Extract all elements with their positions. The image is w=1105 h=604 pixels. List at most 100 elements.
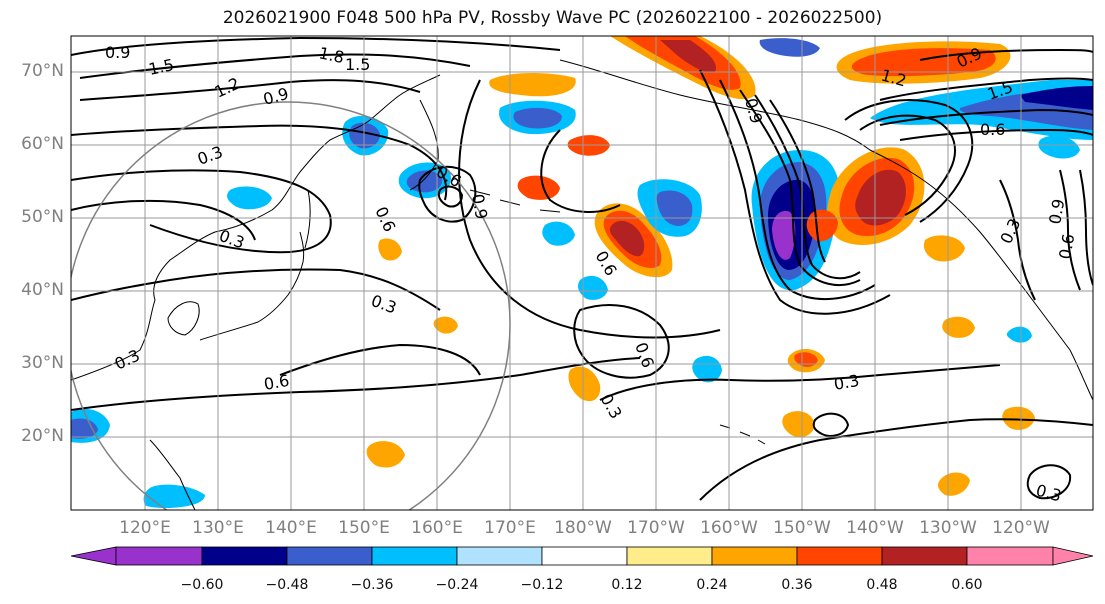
positive-anomaly: [1002, 406, 1035, 430]
positive-anomaly: [625, 36, 741, 90]
pv-contour: [1079, 169, 1093, 286]
contour-label: 0.3: [369, 291, 399, 318]
lat-label-30n: 30°N: [21, 353, 64, 373]
colorbar-tick-label: 0.60: [951, 577, 983, 593]
contour-label: 0.3: [996, 216, 1024, 247]
lat-label-60n: 60°N: [21, 134, 64, 154]
pv-contour: [1026, 464, 1072, 500]
sakhalin-coastline: [304, 189, 311, 249]
lon-label-120w: 120°W: [992, 518, 1050, 538]
contour-label: 0.9: [1045, 197, 1068, 225]
contour-label: 0.3: [832, 371, 860, 394]
contour-label: 0.6: [1055, 232, 1078, 260]
contour-label: 0.6: [371, 204, 399, 235]
pv-contour: [71, 36, 561, 56]
focus-circle: [71, 101, 511, 510]
contour-label: 0.3: [1034, 481, 1064, 506]
pv-contour: [71, 268, 441, 311]
positive-anomaly: [378, 238, 402, 261]
contour-label: 0.3: [217, 226, 247, 253]
colorbar-tick-label: 0.24: [696, 577, 728, 593]
colorbar-tick-label: 0.36: [781, 577, 813, 593]
positive-anomaly: [660, 40, 716, 73]
lon-label-170e: 170°E: [484, 518, 536, 538]
colorbar-tick-label: 0.48: [866, 577, 898, 593]
pv-contour: [599, 364, 1001, 401]
negative-anomaly: [1006, 326, 1032, 343]
pv-contour: [418, 165, 477, 223]
positive-anomaly: [568, 366, 601, 402]
pv-contour: [79, 53, 471, 79]
contour-label: 0.6: [631, 340, 658, 370]
lon-label-130w: 130°W: [919, 518, 977, 538]
positive-anomaly: [806, 209, 838, 242]
colorbar-segment: [456, 546, 543, 566]
colorbar-segment: [626, 546, 713, 566]
positive-anomaly: [942, 316, 975, 338]
positive-anomaly: [782, 411, 815, 438]
contour-label: 1.8: [317, 43, 346, 67]
colorbar-segment: [201, 546, 288, 566]
pv-contours: [71, 36, 1093, 501]
lat-label-50n: 50°N: [21, 207, 64, 227]
negative-anomaly: [227, 186, 272, 210]
map-frame: [70, 35, 1094, 511]
pv-contour: [719, 79, 876, 301]
pv-contour: [899, 128, 1093, 141]
pv-contour: [879, 77, 1093, 101]
colorbar-low-extend: [70, 546, 117, 566]
contour-label: 0.9: [741, 96, 766, 126]
positive-anomaly: [489, 73, 576, 97]
lon-label-180w: 180°W: [554, 518, 612, 538]
colorbar-segment: [541, 546, 628, 566]
pv-contour: [71, 199, 256, 241]
graticule: [71, 36, 1093, 510]
contour-label: 0.3: [195, 142, 225, 169]
colorbar-segment: [711, 546, 798, 566]
pv-contour: [754, 94, 861, 280]
pv-contour: [71, 169, 332, 254]
lon-label-120e: 120°E: [119, 518, 171, 538]
lon-label-170w: 170°W: [627, 518, 685, 538]
pv-contour: [573, 304, 670, 379]
pv-contour: [279, 343, 481, 376]
colorbar-segment: [286, 546, 373, 566]
colorbar-segment: [881, 546, 968, 566]
pv-contour: [879, 108, 1093, 126]
negative-anomaly: [692, 355, 722, 383]
pv-contour: [71, 357, 641, 411]
negative-anomaly: [143, 484, 205, 508]
colorbar-tick-label: −0.36: [350, 577, 394, 593]
colorbar-segment: [115, 546, 203, 566]
lon-label-140w: 140°W: [846, 518, 904, 538]
negative-anomaly: [349, 122, 380, 149]
negative-anomaly: [1020, 86, 1093, 110]
positive-anomaly: [366, 441, 405, 468]
lon-label-150w: 150°W: [773, 518, 831, 538]
positive-anomaly: [433, 316, 458, 334]
pv-contour: [71, 124, 448, 201]
colorbar-tick-label: −0.48: [265, 577, 309, 593]
lat-label-70n: 70°N: [21, 61, 64, 81]
korea-coastline: [167, 301, 200, 336]
lat-label-40n: 40°N: [21, 280, 64, 300]
asia-coastline: [71, 74, 441, 381]
pv-contour: [999, 179, 1036, 301]
pv-contour: [699, 69, 891, 315]
colorbar-segment: [371, 546, 458, 566]
contour-label: 0.3: [112, 346, 143, 374]
pv-contour: [919, 48, 1093, 61]
pv-contour: [859, 114, 956, 216]
colorbar: [70, 546, 1094, 566]
negative-anomaly: [577, 275, 608, 300]
pv-contour: [458, 79, 721, 339]
pv-contour: [844, 99, 974, 223]
colorbar-segment: [796, 546, 883, 566]
lon-label-140e: 140°E: [265, 518, 317, 538]
hawaii-islands: [719, 424, 766, 445]
lat-label-20n: 20°N: [21, 426, 64, 446]
contour-label: 0.6: [262, 371, 290, 394]
positive-anomaly: [794, 352, 818, 367]
negative-anomaly: [656, 190, 693, 226]
lon-label-160w: 160°W: [700, 518, 758, 538]
